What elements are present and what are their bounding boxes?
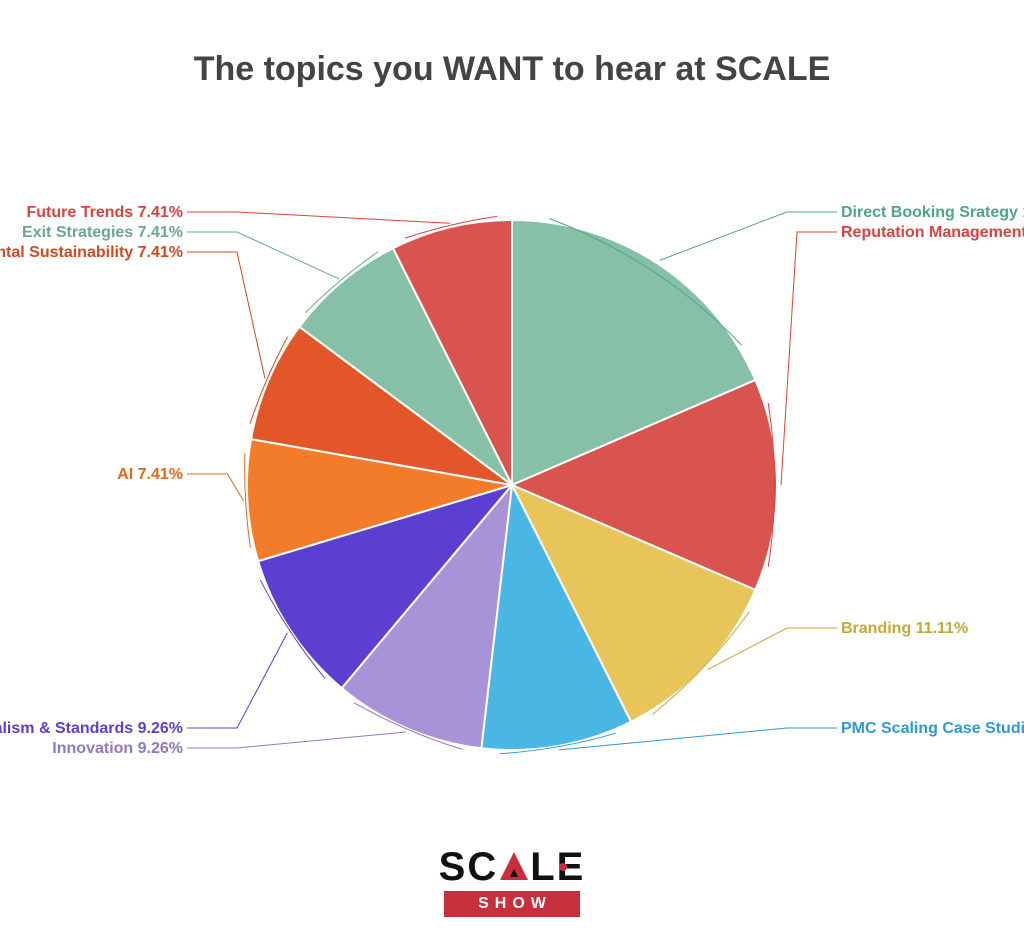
slice-label: AI 7.41%: [117, 466, 183, 483]
slice-label: Branding 11.11%: [841, 620, 968, 637]
scale-logo: SC LE SHOW: [0, 847, 1024, 917]
logo-subtitle: SHOW: [444, 891, 580, 917]
leader-line: [768, 232, 837, 567]
slice-label: Reputation Management 12.96%: [841, 224, 1024, 241]
slice-label: Enviromental Sustainability 7.41%: [0, 244, 183, 261]
slice-label: PMC Scaling Case Studies 9.26%: [841, 720, 1024, 737]
pie-chart: Direct Booking Srategy 18.52% Reputation …: [0, 150, 1024, 810]
logo-wordmark: SC LE: [0, 847, 1024, 887]
slice-label: Direct Booking Srategy 18.52%: [841, 204, 1024, 221]
logo-a-triangle-icon: [498, 848, 530, 880]
slice-label: Exit Strategies 7.41%: [22, 224, 183, 241]
slice-label: Professionalism & Standards 9.26%: [0, 720, 183, 737]
slice-label: Future Trends 7.41%: [27, 204, 184, 221]
logo-prefix: SC: [439, 845, 499, 889]
leader-line: [187, 453, 250, 548]
chart-title: The topics you WANT to hear at SCALE: [0, 50, 1024, 89]
chart-container: { "title": "The topics you WANT to hear …: [0, 0, 1024, 942]
slice-label: Innovation 9.26%: [52, 740, 183, 757]
logo-suffix: LE: [530, 845, 585, 889]
pie-svg: Direct Booking Srategy 18.52% Reputation …: [0, 150, 1024, 810]
